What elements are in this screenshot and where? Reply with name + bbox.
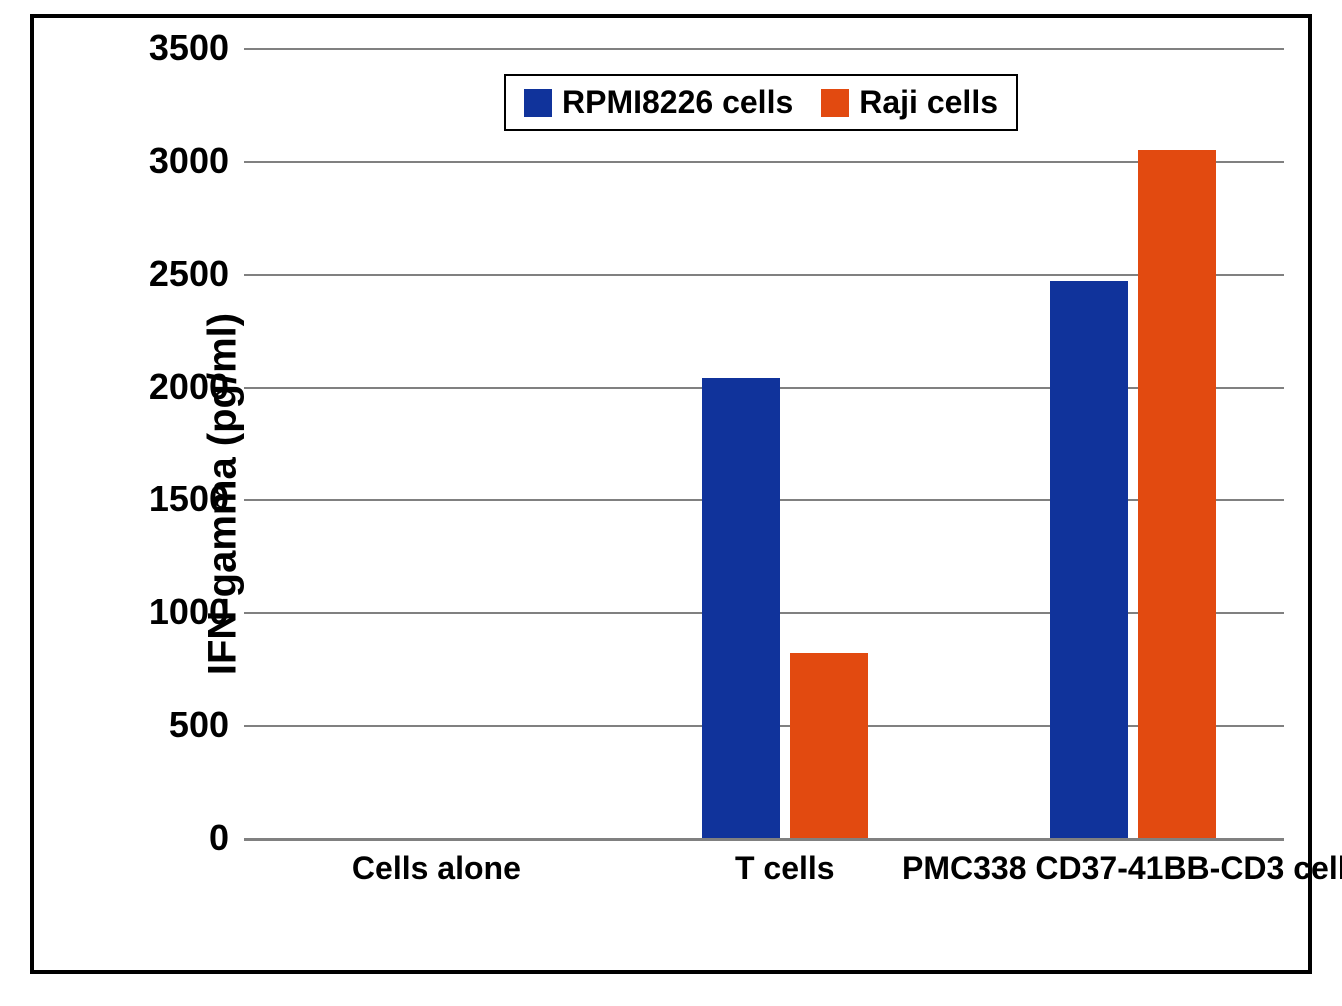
grid-line xyxy=(244,274,1284,276)
y-tick-label: 2500 xyxy=(34,253,229,295)
legend-label: RPMI8226 cells xyxy=(562,84,793,121)
legend-label: Raji cells xyxy=(859,84,998,121)
plot-area xyxy=(244,48,1284,838)
bar xyxy=(1138,150,1216,838)
x-tick-label: PMC338 CD37-41BB-CD3 cells xyxy=(902,850,1342,887)
bar xyxy=(702,378,780,838)
legend-item: RPMI8226 cells xyxy=(524,84,793,121)
bar xyxy=(790,653,868,838)
grid-line xyxy=(244,161,1284,163)
y-tick-label: 3000 xyxy=(34,140,229,182)
y-tick-label: 500 xyxy=(34,704,229,746)
x-tick-label: T cells xyxy=(735,850,835,887)
y-tick-label: 0 xyxy=(34,817,229,859)
bar xyxy=(1050,281,1128,839)
y-tick-label: 1000 xyxy=(34,591,229,633)
y-tick-label: 3500 xyxy=(34,27,229,69)
legend-item: Raji cells xyxy=(821,84,998,121)
legend-swatch xyxy=(524,89,552,117)
grid-line xyxy=(244,48,1284,50)
x-tick-label: Cells alone xyxy=(352,850,521,887)
y-tick-label: 1500 xyxy=(34,478,229,520)
y-tick-label: 2000 xyxy=(34,366,229,408)
chart-container: IFN-gamma (pg/ml) 0500100015002000250030… xyxy=(30,14,1312,974)
legend: RPMI8226 cells Raji cells xyxy=(504,74,1018,131)
legend-swatch xyxy=(821,89,849,117)
grid-line xyxy=(244,838,1284,841)
